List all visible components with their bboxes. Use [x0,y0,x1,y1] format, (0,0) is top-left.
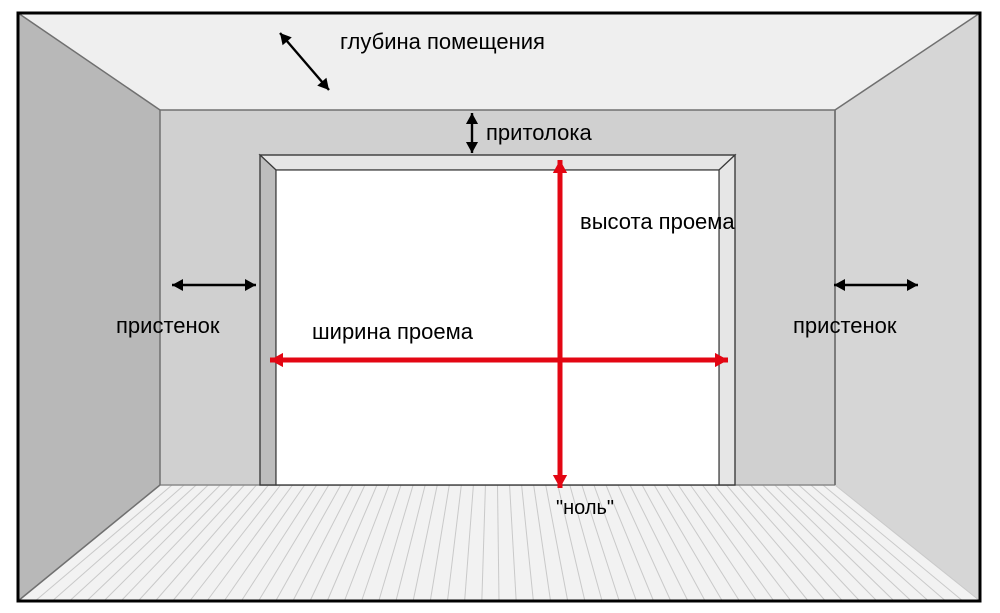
diagram-svg [0,0,1000,613]
label-lintel: притолока [486,121,592,145]
label-pier-left: пристенок [116,314,220,338]
diagram-container: глубина помещения притолока пристенок пр… [0,0,1000,613]
label-opening-width: ширина проема [312,320,473,344]
label-zero: "ноль" [556,497,614,519]
label-depth: глубина помещения [340,30,545,54]
label-pier-right: пристенок [793,314,897,338]
label-opening-height: высота проема [580,210,735,234]
